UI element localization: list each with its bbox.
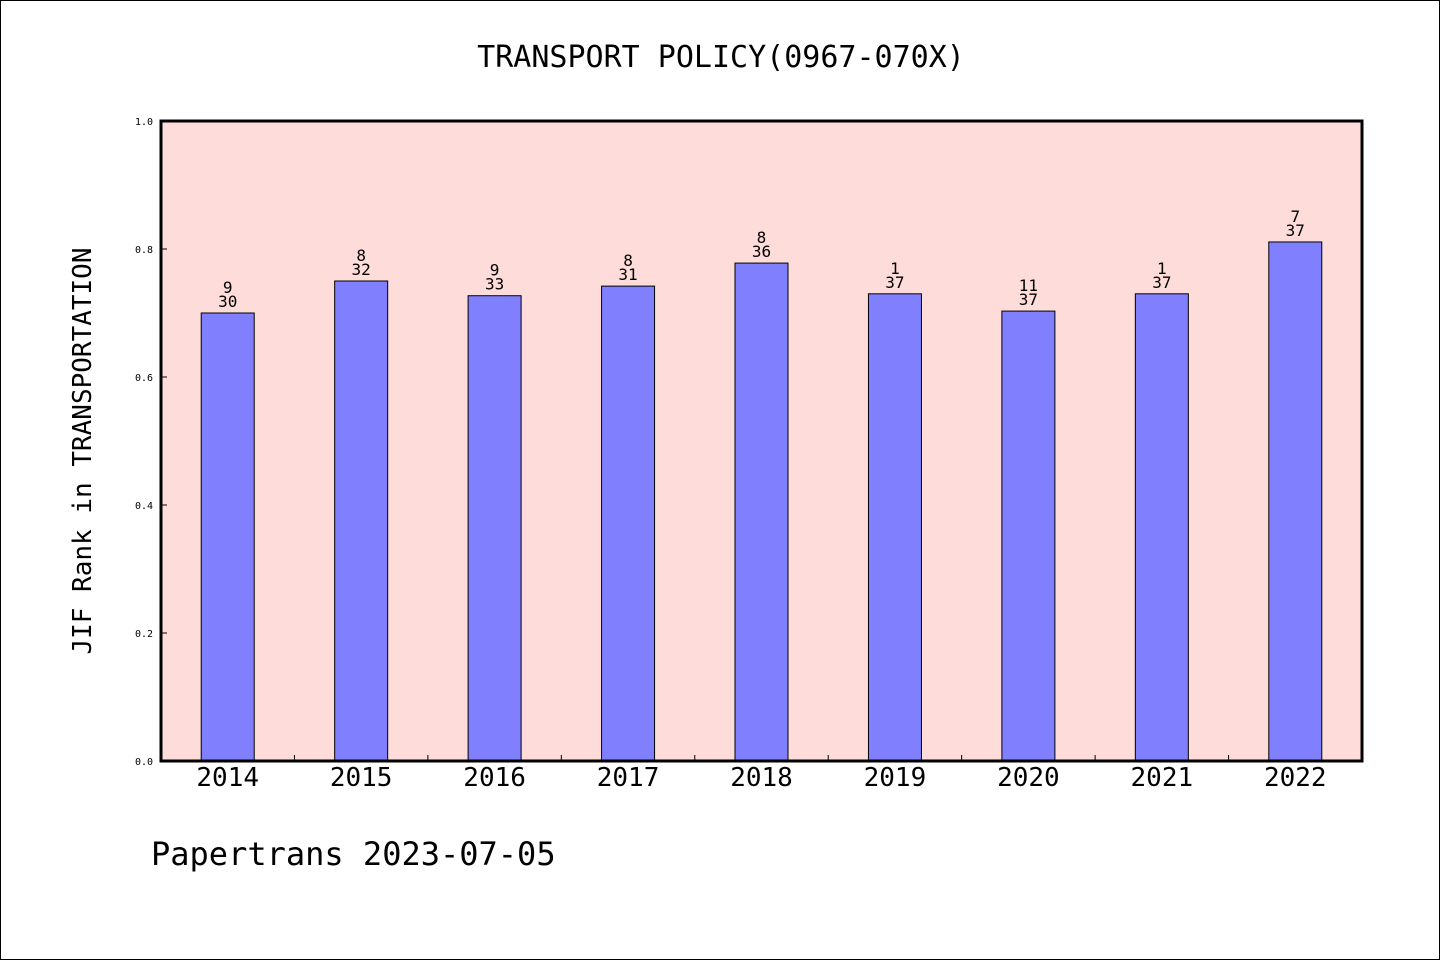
y-axis-label: JIF Rank in TRANSPORTATION <box>68 248 98 655</box>
bar-2021 <box>1134 293 1189 762</box>
bar-total-label: 31 <box>618 265 637 284</box>
bar-total-label: 37 <box>1019 290 1038 309</box>
bar-rank-label: 9 <box>223 278 233 297</box>
y-tick-label: 0.0 <box>135 757 153 768</box>
bar-rank-label: 1 <box>1157 259 1167 278</box>
x-tick-label: 2016 <box>463 763 526 793</box>
bar-total-label: 37 <box>1152 273 1171 292</box>
bar-rank-label: 8 <box>356 246 366 265</box>
x-tick-label: 2015 <box>330 763 393 793</box>
x-tick-label: 2019 <box>864 763 927 793</box>
bar-total-label: 32 <box>352 260 371 279</box>
bar-2015 <box>334 280 389 762</box>
y-tick-label: 0.6 <box>135 373 153 384</box>
bar-2019 <box>867 293 922 762</box>
bar-rank-label: 1 <box>890 259 900 278</box>
x-tick-label: 2014 <box>196 763 259 793</box>
plot-frame <box>159 119 1364 763</box>
x-tick-label: 2020 <box>997 763 1060 793</box>
bar-rank-label: 11 <box>1019 276 1038 295</box>
y-tick-label: 1.0 <box>135 117 153 128</box>
bar-series <box>200 241 1323 762</box>
bar-2017 <box>601 285 656 762</box>
bar-2022 <box>1268 241 1323 762</box>
bar-2020 <box>1001 310 1056 762</box>
bar-total-label: 37 <box>885 273 904 292</box>
y-tick-label: 0.4 <box>135 501 153 512</box>
bar-2014 <box>200 312 255 762</box>
bar-2018 <box>734 262 789 762</box>
footer-watermark: Papertrans 2023-07-05 <box>151 835 556 873</box>
bar-total-label: 30 <box>218 292 237 311</box>
bar-total-label: 36 <box>752 242 771 261</box>
bar-total-label: 37 <box>1286 221 1305 240</box>
x-tick-label: 2017 <box>597 763 660 793</box>
bar-rank-label: 7 <box>1290 207 1300 226</box>
x-tick-label: 2021 <box>1131 763 1194 793</box>
chart-title: TRANSPORT POLICY(0967-070X) <box>477 40 965 75</box>
x-tick-label: 2022 <box>1264 763 1327 793</box>
x-axis: 2014 2015 2016 2017 2018 2019 2020 2021 2022 <box>196 755 1327 793</box>
y-tick-label: 0.8 <box>135 245 153 256</box>
bar-rank-label: 8 <box>757 228 767 247</box>
bar-rank-label: 8 <box>623 251 633 270</box>
y-tick-label: 0.2 <box>135 629 153 640</box>
bar-2016 <box>467 295 522 762</box>
bar-total-label: 33 <box>485 275 504 294</box>
x-tick-label: 2018 <box>730 763 793 793</box>
bar-rank-label: 9 <box>490 261 500 280</box>
